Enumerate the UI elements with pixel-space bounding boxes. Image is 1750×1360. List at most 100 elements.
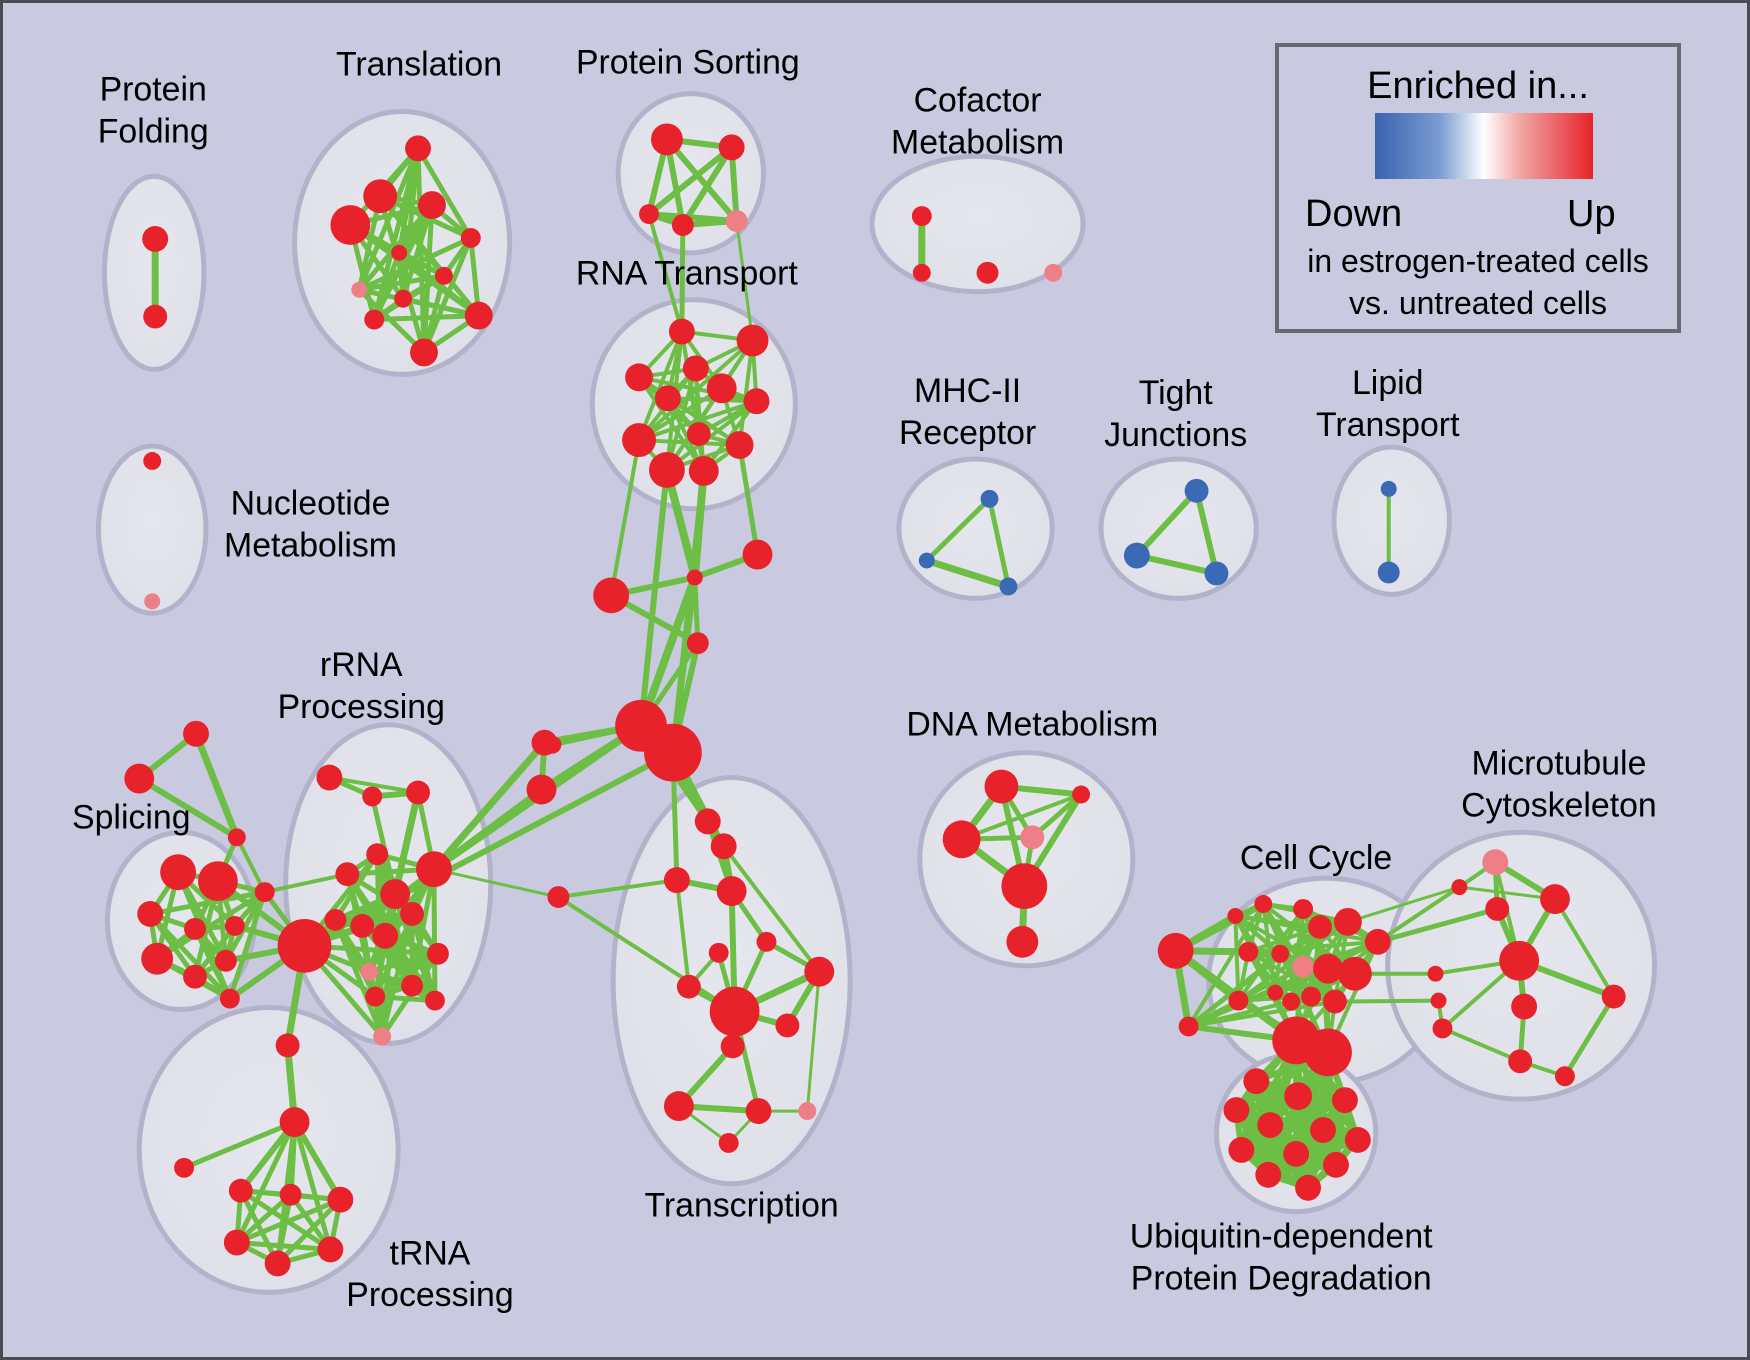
node-tc3-red (663, 867, 690, 894)
cluster-label-protein-sorting-line1: Protein Sorting (576, 44, 800, 82)
edge-ps2-ps4 (679, 144, 735, 229)
node-mc1-red (1540, 884, 1570, 914)
node-rt4-red (682, 355, 709, 382)
edge-trhub-tiso (181, 1119, 298, 1171)
edge-tri2-tri3 (136, 775, 240, 841)
node-m2-blue (918, 552, 935, 569)
node-tc5-red (708, 942, 729, 963)
edge-rt11-cn1 (662, 465, 699, 582)
node-r4-red (366, 843, 389, 866)
node-ps1-red (650, 123, 683, 156)
node-u5-red (1257, 1112, 1284, 1138)
edge-tc7-tc13 (805, 970, 821, 1113)
node-tg1-red (228, 1178, 253, 1203)
cluster-label-trna-processing-line2: Processing (346, 1276, 513, 1314)
node-u10-red (1323, 1151, 1349, 1178)
node-cc9-red (1313, 953, 1343, 984)
edge-rt8-cn3 (609, 438, 642, 598)
node-ccL-red (1157, 932, 1194, 969)
edge-trhub-tg4 (234, 1119, 298, 1245)
edge-s3-s10 (147, 889, 268, 917)
cluster-label-microtubule-cytoskeleton-line1: Microtubule (1472, 745, 1647, 783)
edge-cc2-cc16 (1186, 902, 1266, 1029)
node-cf2-red (912, 263, 931, 282)
node-cc1-red (1227, 907, 1244, 924)
cluster-label-trna-processing-line1: tRNA (390, 1234, 471, 1272)
node-r2-red (362, 786, 383, 807)
node-r11-red (372, 922, 399, 949)
node-t5-red (460, 228, 481, 248)
node-mc6-red (1554, 1066, 1575, 1087)
node-tj3-blue (1204, 561, 1229, 586)
edge-cn2-rt10 (737, 442, 761, 558)
edge-rbig-hubB (301, 749, 676, 949)
cluster-label-mhc-ii-receptor-line1: MHC-II (914, 372, 1021, 410)
node-tc1-red (694, 808, 721, 835)
node-tg4-red (223, 1229, 250, 1256)
node-d6-red (1006, 925, 1039, 958)
node-ccb2-red (1304, 1028, 1352, 1077)
node-cc6-red (1364, 928, 1391, 955)
node-t9-red (394, 289, 413, 308)
node-cc12-red (1267, 984, 1284, 1001)
node-rt5-red (706, 373, 737, 404)
edge-cc4-cc7 (1246, 924, 1323, 954)
node-cc3-red (1293, 899, 1314, 919)
node-cc11-red (1228, 990, 1249, 1011)
edge-mc5-mc7 (1440, 1026, 1523, 1064)
node-s7-red (183, 964, 207, 989)
node-r7-red (400, 902, 424, 926)
node-cc16-red (1178, 1016, 1199, 1037)
edge-t1-t9 (400, 145, 421, 302)
node-cc7-red (1238, 941, 1259, 962)
edge-cc6-mc2 (1375, 906, 1500, 945)
node-t6-red (391, 244, 408, 261)
cluster-label-cell-cycle-line1: Cell Cycle (1240, 839, 1392, 877)
edge-tj1-tj3 (1193, 487, 1220, 577)
node-r15-red (365, 986, 386, 1007)
legend-title: Enriched in... (1367, 65, 1589, 107)
node-pf1-red (142, 226, 169, 252)
node-tg2-red (279, 1183, 302, 1206)
node-trhub-red (279, 1107, 310, 1137)
edge-r8-cr1 (432, 867, 560, 899)
cluster-label-tight-junctions-line1: Tight (1139, 374, 1214, 412)
cluster-label-ubiquitin-dependent-protein-degradation-line1: Ubiquitin-dependent (1130, 1217, 1433, 1255)
edge-m2-m3 (923, 557, 1012, 590)
node-u8-red (1228, 1136, 1255, 1163)
node-tc4-red (716, 876, 747, 906)
node-t8-pink (351, 281, 368, 298)
edge-tri1-tri3 (192, 730, 241, 841)
edge-mc3-mc6 (1562, 994, 1617, 1079)
node-rt2-red (736, 324, 769, 357)
edge-tj1-tj2 (1133, 487, 1200, 559)
node-t7-red (434, 266, 453, 285)
node-s1-red (160, 854, 197, 891)
node-mc3-red (1601, 984, 1626, 1009)
node-cc2-red (1254, 895, 1273, 913)
edge-t1-t5 (415, 145, 474, 241)
edge-tg1-tg5 (238, 1188, 281, 1266)
cluster-label-rrna-processing-line1: rRNA (320, 646, 403, 684)
node-tc13-pink (798, 1102, 817, 1121)
edge-r11-r16 (382, 933, 438, 1004)
edge-ps3-rt1 (647, 212, 684, 334)
cluster-label-cofactor-metabolism-line2: Metabolism (891, 123, 1064, 161)
node-s5-red (224, 915, 245, 936)
node-cc8-red (1271, 944, 1290, 963)
cluster-label-translation-line1: Translation (336, 46, 502, 84)
node-tc11-red (663, 1091, 694, 1122)
edge-ps5-rt2 (735, 219, 755, 342)
node-lc2-red (526, 774, 557, 805)
cluster-label-ubiquitin-dependent-protein-degradation-line2: Protein Degradation (1131, 1259, 1432, 1297)
node-tg6-red (317, 1236, 344, 1263)
edge-tc2-tc7 (721, 844, 822, 974)
node-tc9-red (775, 1013, 800, 1038)
node-cf1-red (911, 206, 932, 227)
node-cc14-red (1301, 986, 1322, 1007)
cluster-label-protein-folding-line2: Folding (98, 112, 209, 150)
edge-r8-r16 (431, 866, 438, 1004)
node-s10-red (254, 882, 275, 903)
